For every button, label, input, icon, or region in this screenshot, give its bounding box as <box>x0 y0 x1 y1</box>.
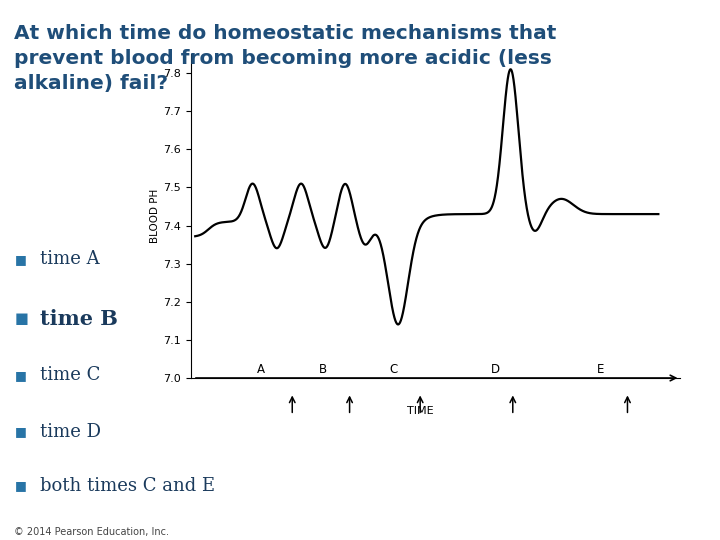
Text: ■: ■ <box>14 480 26 492</box>
Text: time C: time C <box>40 366 100 384</box>
Text: ■: ■ <box>14 311 28 326</box>
Text: ■: ■ <box>14 253 26 266</box>
Text: TIME: TIME <box>407 406 433 416</box>
Text: © 2014 Pearson Education, Inc.: © 2014 Pearson Education, Inc. <box>14 527 169 537</box>
Text: both times C and E: both times C and E <box>40 477 215 495</box>
Text: B: B <box>319 363 327 376</box>
Text: time B: time B <box>40 308 117 329</box>
Text: time A: time A <box>40 250 99 268</box>
Text: C: C <box>390 363 398 376</box>
Text: ■: ■ <box>14 369 26 382</box>
Text: E: E <box>598 363 605 376</box>
Y-axis label: BLOOD PH: BLOOD PH <box>150 189 161 243</box>
Text: At which time do homeostatic mechanisms that
prevent blood from becoming more ac: At which time do homeostatic mechanisms … <box>14 24 557 93</box>
Text: time D: time D <box>40 423 101 441</box>
Text: ■: ■ <box>14 426 26 438</box>
Text: D: D <box>490 363 500 376</box>
Text: A: A <box>257 363 266 376</box>
